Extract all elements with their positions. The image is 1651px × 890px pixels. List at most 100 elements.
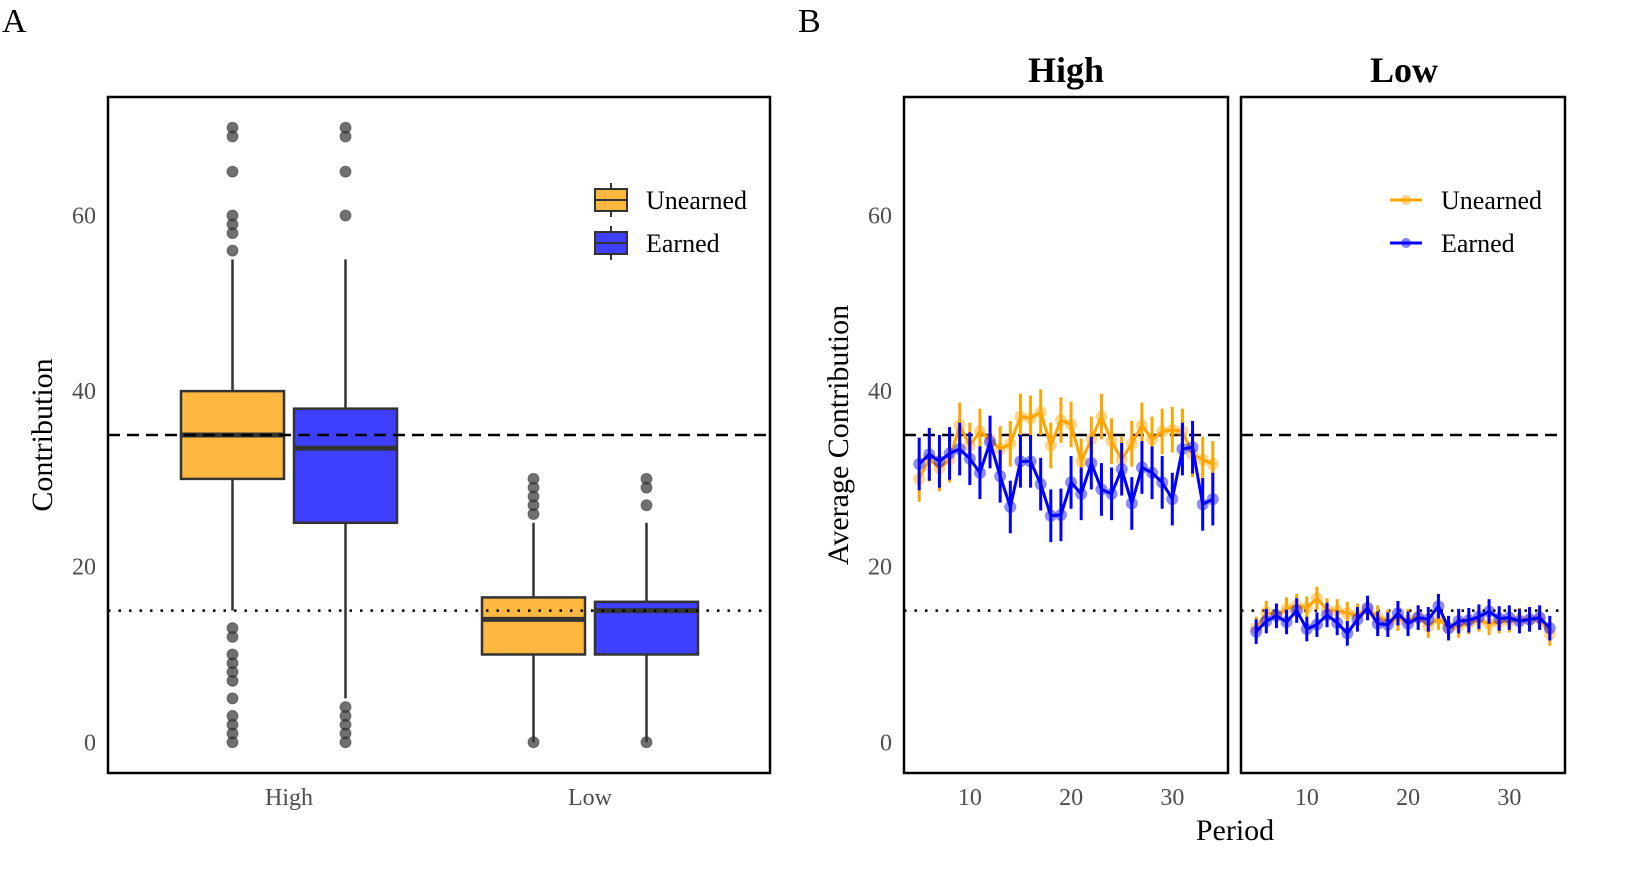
outlier-point: [339, 701, 352, 714]
panel-b-line-chart: 0 20 40 60 10 20 30 10 20 30 Unearned Earned: [868, 95, 1567, 811]
outlier-point: [640, 499, 653, 512]
series-earned: [1250, 593, 1556, 646]
data-point: [1054, 414, 1067, 427]
data-point: [1503, 611, 1516, 624]
data-point: [1381, 618, 1394, 631]
series-earned: [913, 415, 1219, 543]
data-point: [1290, 604, 1303, 617]
data-point: [1483, 605, 1496, 618]
outlier-point: [226, 709, 239, 722]
data-point: [1321, 608, 1334, 621]
data-point: [1095, 483, 1108, 496]
facet-title-high: High: [1028, 50, 1104, 90]
data-point: [1493, 612, 1506, 625]
data-point: [1206, 493, 1219, 506]
data-point: [1196, 453, 1209, 466]
y-tick-label: 60: [72, 204, 96, 230]
data-point: [1146, 466, 1159, 479]
data-point: [1300, 601, 1313, 614]
outlier-point: [339, 209, 352, 222]
legend-label: Earned: [1441, 229, 1515, 258]
x-tick-label: High: [265, 785, 313, 811]
box-earned: [292, 407, 399, 525]
data-point: [1135, 461, 1148, 474]
outlier-point: [640, 736, 653, 749]
data-point: [913, 457, 926, 470]
data-point: [1270, 609, 1283, 622]
legend-label: Unearned: [646, 186, 747, 215]
data-point: [1432, 600, 1445, 613]
data-point: [1422, 613, 1435, 626]
data-point: [1371, 617, 1384, 630]
y-tick-label: 0: [84, 730, 96, 756]
panel-b-y-axis-title: Average Contribution: [822, 305, 855, 565]
data-point: [1024, 412, 1037, 425]
outlier-point: [226, 244, 239, 257]
legend-label: Unearned: [1441, 186, 1542, 215]
data-point: [1054, 508, 1067, 521]
data-point: [994, 443, 1007, 456]
outlier-point: [640, 472, 653, 485]
y-tick-label: 0: [880, 730, 892, 756]
legend-label: Earned: [646, 229, 720, 258]
data-point: [1513, 615, 1526, 628]
data-point: [963, 452, 976, 465]
x-tick-label: Low: [568, 785, 613, 811]
data-point: [1065, 476, 1078, 489]
data-point: [1472, 610, 1485, 623]
facet-title-low: Low: [1370, 50, 1438, 90]
data-point: [1280, 602, 1293, 615]
data-point: [1156, 476, 1169, 489]
data-point: [1280, 615, 1293, 628]
data-point: [1310, 618, 1323, 631]
data-point: [1331, 616, 1344, 629]
y-tick-label: 20: [868, 555, 892, 581]
data-point: [1452, 615, 1465, 628]
outlier-point: [226, 121, 239, 134]
data-point: [1004, 437, 1017, 450]
outlier-point: [339, 165, 352, 178]
data-point: [1341, 607, 1354, 620]
outlier-point: [527, 472, 540, 485]
data-point: [953, 443, 966, 456]
outlier-point: [339, 121, 352, 134]
y-tick-label: 40: [72, 379, 96, 405]
data-point: [1105, 487, 1118, 500]
data-point: [1402, 617, 1415, 630]
x-tick-label: 20: [1396, 785, 1420, 811]
series-line: [1255, 603, 1551, 636]
data-point: [984, 436, 997, 449]
data-point: [1533, 611, 1546, 624]
outlier-point: [226, 622, 239, 635]
legend-key-point: [1401, 195, 1411, 205]
data-point: [1146, 433, 1159, 446]
data-point: [1135, 419, 1148, 432]
x-tick-label: 20: [1059, 785, 1083, 811]
x-tick-label: 10: [958, 785, 982, 811]
data-point: [1014, 455, 1027, 468]
data-point: [1341, 627, 1354, 640]
panel-label-a: A: [2, 3, 27, 40]
data-point: [1085, 457, 1098, 470]
data-point: [1004, 500, 1017, 513]
outlier-point: [527, 736, 540, 749]
data-point: [1196, 498, 1209, 511]
box-unearned: [480, 596, 587, 656]
data-point: [1543, 622, 1556, 635]
data-point: [1115, 463, 1128, 476]
data-point: [1075, 455, 1088, 468]
panel-a-boxplot: 0 20 40 60 High Low Unearned Earned: [72, 95, 772, 811]
data-point: [1260, 615, 1273, 628]
data-point: [1186, 441, 1199, 454]
outlier-point: [226, 209, 239, 222]
data-point: [973, 425, 986, 438]
data-point: [1014, 410, 1027, 423]
x-tick-label: 30: [1160, 785, 1184, 811]
data-point: [1250, 625, 1263, 638]
data-point: [994, 470, 1007, 483]
panel-a-frame: [106, 95, 772, 775]
data-point: [1105, 435, 1118, 448]
data-point: [1156, 425, 1169, 438]
x-tick-label: 30: [1497, 785, 1521, 811]
